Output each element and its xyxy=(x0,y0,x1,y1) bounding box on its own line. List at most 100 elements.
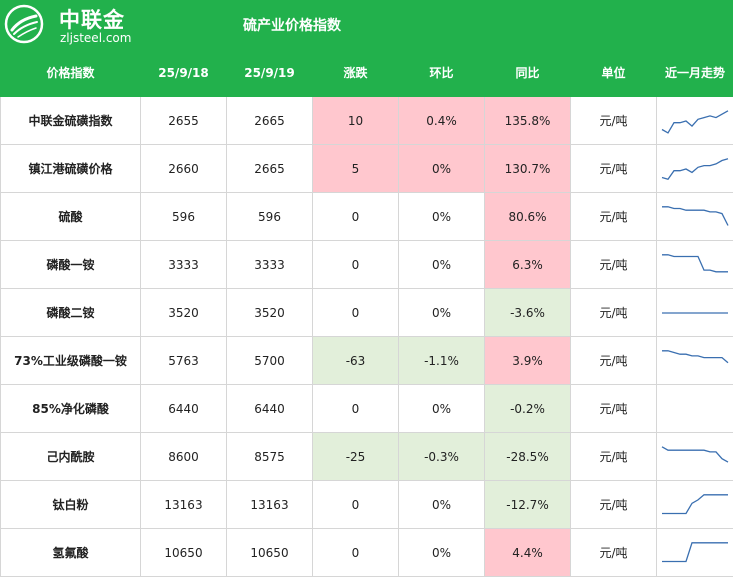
col-header-index: 价格指数 xyxy=(0,48,141,97)
cell-mom: 0% xyxy=(398,384,485,433)
cell-yoy: 130.7% xyxy=(484,144,571,193)
brand-name: 中联金 xyxy=(59,8,125,32)
sparkline-path xyxy=(661,109,729,134)
cell-trend xyxy=(656,240,733,289)
table-row: 磷酸二铵 3520 3520 0 0% -3.6% 元/吨 xyxy=(0,288,733,337)
brand-url: zljsteel.com xyxy=(60,31,132,45)
cell-change: -25 xyxy=(312,432,399,481)
cell-mom: 0% xyxy=(398,144,485,193)
cell-prev: 6440 xyxy=(140,384,227,433)
cell-mom: 0.4% xyxy=(398,96,485,145)
cell-change: 0 xyxy=(312,288,399,337)
cell-prev: 596 xyxy=(140,192,227,241)
trend-sparkline xyxy=(661,445,729,463)
cell-unit: 元/吨 xyxy=(570,192,657,241)
trend-sparkline xyxy=(661,157,729,180)
cell-trend xyxy=(656,432,733,481)
table-row: 硫酸 596 596 0 0% 80.6% 元/吨 xyxy=(0,192,733,241)
col-header-prev-date: 25/9/18 xyxy=(140,48,227,97)
cell-prev: 2660 xyxy=(140,144,227,193)
cell-mom: 0% xyxy=(398,528,485,577)
cell-trend xyxy=(656,384,733,433)
sparkline-path xyxy=(661,157,729,180)
header-row: 价格指数 25/9/18 25/9/19 涨跌 环比 同比 单位 近一月走势 xyxy=(0,48,733,97)
header-bar: 中联金 zljsteel.com 硫产业价格指数 xyxy=(0,0,733,48)
cell-change: 0 xyxy=(312,192,399,241)
cell-name: 钛白粉 xyxy=(0,480,141,529)
table-row: 中联金硫磺指数 2655 2665 10 0.4% 135.8% 元/吨 xyxy=(0,96,733,145)
cell-name: 己内酰胺 xyxy=(0,432,141,481)
cell-yoy: -28.5% xyxy=(484,432,571,481)
table-row: 氢氟酸 10650 10650 0 0% 4.4% 元/吨 xyxy=(0,528,733,577)
cell-mom: 0% xyxy=(398,288,485,337)
sparkline-path xyxy=(662,541,728,562)
cell-curr: 5700 xyxy=(226,336,313,385)
cell-name: 镇江港硫磺价格 xyxy=(0,144,141,193)
cell-prev: 13163 xyxy=(140,480,227,529)
cell-mom: -1.1% xyxy=(398,336,485,385)
sparkline-path xyxy=(662,493,728,514)
cell-yoy: -3.6% xyxy=(484,288,571,337)
cell-unit: 元/吨 xyxy=(570,240,657,289)
cell-unit: 元/吨 xyxy=(570,144,657,193)
cell-trend xyxy=(656,192,733,241)
table-row: 85%净化磷酸 6440 6440 0 0% -0.2% 元/吨 xyxy=(0,384,733,433)
trend-sparkline xyxy=(662,205,729,226)
cell-curr: 3333 xyxy=(226,240,313,289)
cell-curr: 3520 xyxy=(226,288,313,337)
cell-change: 0 xyxy=(312,528,399,577)
zhonglianjin-logo-icon xyxy=(4,4,44,44)
col-header-trend: 近一月走势 xyxy=(656,48,733,97)
cell-change: 5 xyxy=(312,144,399,193)
cell-change: 0 xyxy=(312,480,399,529)
cell-curr: 6440 xyxy=(226,384,313,433)
col-header-curr-date: 25/9/19 xyxy=(226,48,313,97)
cell-change: 10 xyxy=(312,96,399,145)
cell-unit: 元/吨 xyxy=(570,384,657,433)
sparkline-path xyxy=(661,445,729,463)
price-table: 价格指数 25/9/18 25/9/19 涨跌 环比 同比 单位 近一月走势 中… xyxy=(0,48,733,577)
cell-yoy: -12.7% xyxy=(484,480,571,529)
cell-unit: 元/吨 xyxy=(570,432,657,481)
cell-prev: 3520 xyxy=(140,288,227,337)
table-row: 磷酸一铵 3333 3333 0 0% 6.3% 元/吨 xyxy=(0,240,733,289)
cell-yoy: 135.8% xyxy=(484,96,571,145)
cell-prev: 8600 xyxy=(140,432,227,481)
cell-change: 0 xyxy=(312,240,399,289)
cell-unit: 元/吨 xyxy=(570,480,657,529)
cell-yoy: -0.2% xyxy=(484,384,571,433)
col-header-yoy: 同比 xyxy=(484,48,571,97)
cell-curr: 13163 xyxy=(226,480,313,529)
cell-mom: 0% xyxy=(398,240,485,289)
trend-sparkline xyxy=(662,311,728,314)
cell-trend xyxy=(656,96,733,145)
cell-name: 氢氟酸 xyxy=(0,528,141,577)
cell-change: -63 xyxy=(312,336,399,385)
col-header-mom: 环比 xyxy=(398,48,485,97)
cell-curr: 2665 xyxy=(226,96,313,145)
cell-trend xyxy=(656,336,733,385)
trend-sparkline xyxy=(661,109,729,134)
cell-yoy: 3.9% xyxy=(484,336,571,385)
trend-sparkline xyxy=(662,493,728,514)
cell-yoy: 6.3% xyxy=(484,240,571,289)
cell-trend xyxy=(656,288,733,337)
trend-sparkline xyxy=(662,349,729,363)
cell-prev: 2655 xyxy=(140,96,227,145)
cell-curr: 2665 xyxy=(226,144,313,193)
cell-name: 硫酸 xyxy=(0,192,141,241)
cell-unit: 元/吨 xyxy=(570,336,657,385)
cell-prev: 3333 xyxy=(140,240,227,289)
cell-name: 中联金硫磺指数 xyxy=(0,96,141,145)
cell-mom: 0% xyxy=(398,192,485,241)
page-title: 硫产业价格指数 xyxy=(243,18,341,34)
cell-name: 磷酸一铵 xyxy=(0,240,141,289)
cell-unit: 元/吨 xyxy=(570,528,657,577)
cell-curr: 596 xyxy=(226,192,313,241)
cell-yoy: 80.6% xyxy=(484,192,571,241)
col-header-change: 涨跌 xyxy=(312,48,399,97)
cell-trend xyxy=(656,528,733,577)
sparkline-path xyxy=(662,253,728,272)
cell-yoy: 4.4% xyxy=(484,528,571,577)
